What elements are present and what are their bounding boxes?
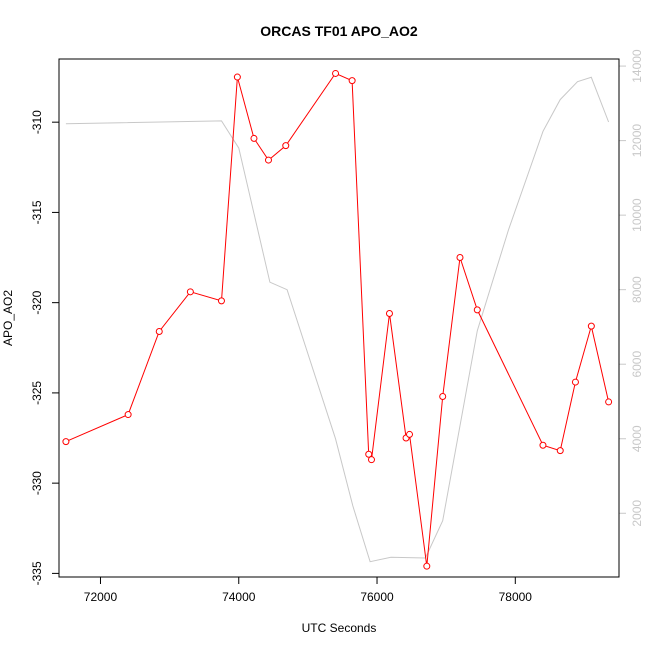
y-tick-label: -320 (30, 290, 44, 314)
x-tick-label: 74000 (222, 590, 256, 604)
x-tick-label: 78000 (499, 590, 533, 604)
data-point (124, 411, 132, 419)
data-point (439, 393, 447, 401)
data-point (217, 297, 225, 305)
y2-tick-label: 8000 (630, 276, 644, 303)
data-point (155, 328, 163, 336)
data-point (365, 450, 373, 458)
x-tick-label: 76000 (360, 590, 394, 604)
data-point (282, 142, 290, 150)
y-tick-label: -310 (30, 110, 44, 134)
data-point (456, 254, 464, 262)
y-tick-label: -325 (30, 381, 44, 405)
data-point (556, 447, 564, 455)
y2-tick-label: 14000 (630, 49, 644, 83)
y2-tick-label: 12000 (630, 124, 644, 158)
y-tick-label: -330 (30, 471, 44, 495)
data-point (186, 288, 194, 296)
data-point (385, 309, 393, 317)
y2-tick-label: 6000 (630, 351, 644, 378)
y-tick-label: -315 (30, 200, 44, 224)
y-tick-label: -335 (30, 561, 44, 585)
y2-tick-label: 10000 (630, 198, 644, 232)
data-point (332, 69, 340, 77)
series-line-right-axis (65, 76, 610, 563)
x-tick-label: 72000 (84, 590, 118, 604)
y2-tick-label: 4000 (630, 425, 644, 452)
data-point (348, 77, 356, 85)
chart-title: ORCAS TF01 APO_AO2 (260, 23, 418, 39)
x-axis-label: UTC Seconds (302, 621, 377, 635)
data-point (423, 562, 431, 570)
data-point (406, 430, 414, 438)
data-point (264, 156, 272, 164)
data-point (367, 456, 375, 464)
data-point (473, 306, 481, 314)
data-point (539, 441, 547, 449)
data-point (605, 398, 613, 406)
y-axis-label: APO_AO2 (1, 290, 15, 346)
data-point (233, 73, 241, 81)
data-point (250, 134, 258, 142)
data-point (62, 438, 70, 446)
data-point (571, 378, 579, 386)
plot-frame (58, 58, 620, 578)
data-point (587, 322, 595, 330)
y2-tick-label: 2000 (630, 500, 644, 527)
